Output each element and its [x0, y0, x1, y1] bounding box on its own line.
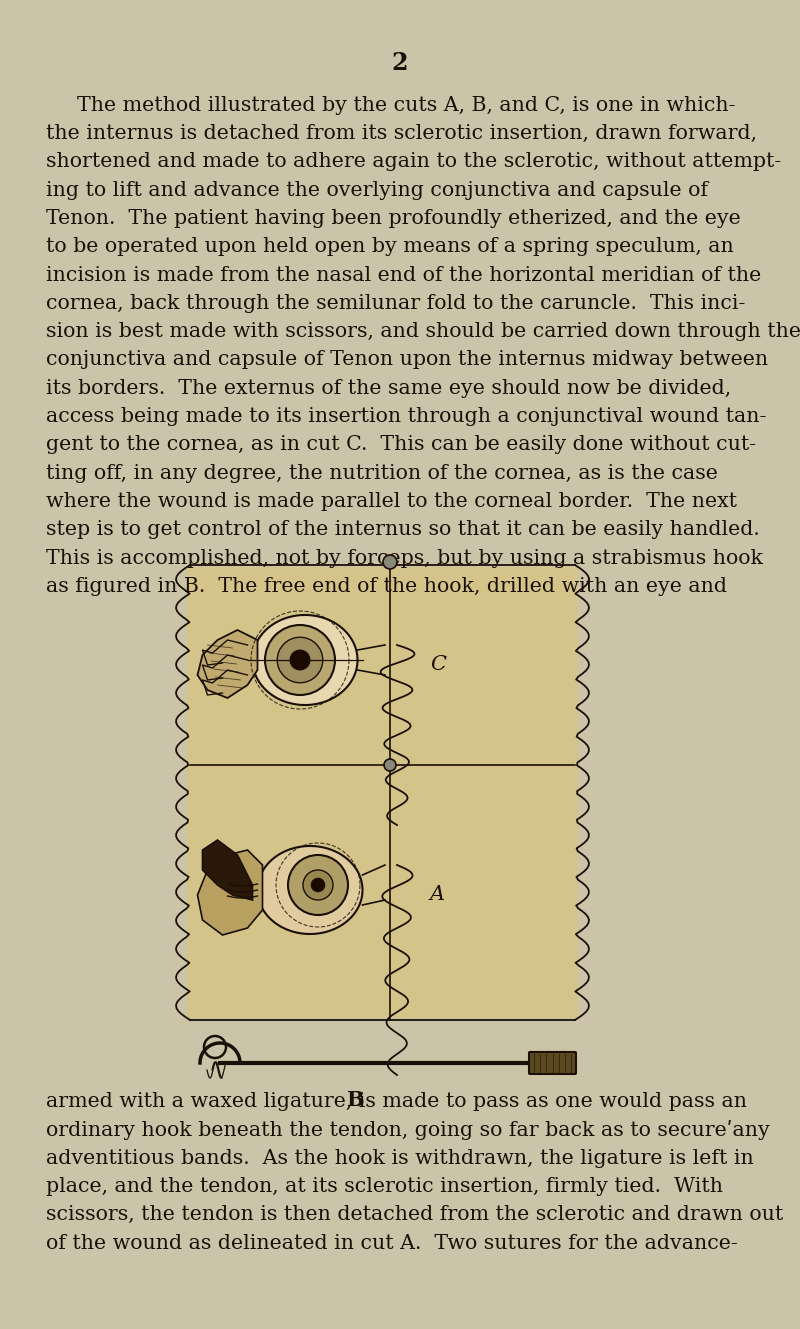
Text: C: C	[430, 655, 446, 675]
Text: B: B	[346, 1090, 364, 1110]
Text: its borders.  The externus of the same eye should now be divided,: its borders. The externus of the same ey…	[46, 379, 731, 397]
Text: incision is made from the nasal end of the horizontal meridian of the: incision is made from the nasal end of t…	[46, 266, 762, 284]
Text: of the wound as delineated in cut A.  Two sutures for the advance-: of the wound as delineated in cut A. Two…	[46, 1233, 738, 1252]
Text: scissors, the tendon is then detached from the sclerotic and drawn out: scissors, the tendon is then detached fr…	[46, 1205, 784, 1224]
Polygon shape	[202, 840, 253, 900]
Text: ordinary hook beneath the tendon, going so far back as to secureʹany: ordinary hook beneath the tendon, going …	[46, 1120, 770, 1140]
Circle shape	[290, 650, 310, 670]
Text: gent to the cornea, as in cut C.  This can be easily done without cut­: gent to the cornea, as in cut C. This ca…	[46, 436, 757, 455]
Text: ting off, in any degree, the nutrition of the cornea, as is the case: ting off, in any degree, the nutrition o…	[46, 464, 718, 482]
Circle shape	[384, 759, 396, 771]
Polygon shape	[198, 630, 258, 698]
Text: step is to get control of the internus so that it can be easily handled.: step is to get control of the internus s…	[46, 521, 760, 540]
Text: sion is best made with scissors, and should be carried down through the: sion is best made with scissors, and sho…	[46, 322, 800, 342]
Circle shape	[288, 855, 348, 914]
Text: adventitious bands.  As the hook is withdrawn, the ligature is left in: adventitious bands. As the hook is withd…	[46, 1148, 754, 1168]
Text: as figured in B.  The free end of the hook, drilled with an eye and: as figured in B. The free end of the hoo…	[46, 577, 727, 595]
Text: shortened and made to adhere again to the sclerotic, without attempt­: shortened and made to adhere again to th…	[46, 153, 782, 171]
FancyBboxPatch shape	[187, 567, 578, 1018]
Text: place, and the tendon, at its sclerotic insertion, firmly tied.  With: place, and the tendon, at its sclerotic …	[46, 1177, 723, 1196]
Text: 2: 2	[392, 51, 408, 74]
Text: ing to lift and advance the overlying conjunctiva and capsule of: ing to lift and advance the overlying co…	[46, 181, 709, 199]
Circle shape	[278, 637, 322, 683]
Text: where the wound is made parallel to the corneal border.  The next: where the wound is made parallel to the …	[46, 492, 738, 510]
Polygon shape	[198, 851, 262, 936]
Polygon shape	[253, 615, 358, 704]
Text: armed with a waxed ligature, is made to pass as one would pass an: armed with a waxed ligature, is made to …	[46, 1092, 747, 1111]
FancyBboxPatch shape	[529, 1053, 576, 1074]
Text: access being made to its insertion through a conjunctival wound tan­: access being made to its insertion throu…	[46, 407, 766, 427]
Text: The method illustrated by the cuts A, B, and C, is one in which-: The method illustrated by the cuts A, B,…	[77, 96, 735, 114]
Polygon shape	[258, 847, 362, 934]
Circle shape	[303, 870, 333, 900]
Text: to be operated upon held open by means of a spring speculum, an: to be operated upon held open by means o…	[46, 237, 734, 256]
Text: Tenon.  The patient having been profoundly etherized, and the eye: Tenon. The patient having been profoundl…	[46, 209, 741, 227]
Text: conjunctiva and capsule of Tenon upon the internus midway between: conjunctiva and capsule of Tenon upon th…	[46, 351, 769, 369]
Text: cornea, back through the semilunar fold to the caruncle.  This inci­: cornea, back through the semilunar fold …	[46, 294, 746, 312]
Text: This is accomplished, not by forceps, but by using a strabismus hook: This is accomplished, not by forceps, bu…	[46, 549, 763, 567]
Text: A: A	[430, 885, 445, 905]
Circle shape	[383, 556, 397, 569]
Circle shape	[311, 878, 325, 892]
Circle shape	[265, 625, 335, 695]
Text: the internus is detached from its sclerotic insertion, drawn forward,: the internus is detached from its sclero…	[46, 124, 758, 144]
